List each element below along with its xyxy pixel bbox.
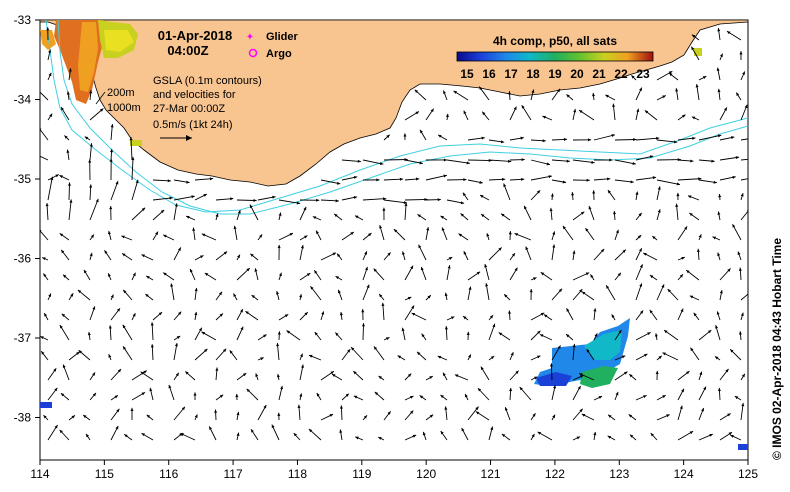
colorbar-tick-label: 23	[636, 67, 650, 81]
depth-label-200m: 200m	[107, 87, 135, 99]
colorbar-tick-label: 18	[526, 67, 540, 81]
info-line-4: 0.5m/s (1kt 24h)	[153, 119, 232, 131]
y-tick-label: -38	[14, 411, 32, 425]
x-tick-label: 120	[416, 467, 436, 481]
colorbar-title: 4h comp, p50, all sats	[493, 34, 617, 48]
info-line-3: 27-Mar 00:00Z	[153, 103, 225, 115]
info-line-1: GSLA (0.1m contours)	[153, 75, 262, 87]
x-tick-label: 124	[674, 467, 694, 481]
x-tick-label: 118	[288, 467, 307, 481]
map-date: 01-Apr-2018	[158, 28, 232, 43]
colorbar-tick-label: 22	[614, 67, 628, 81]
x-tick-label: 122	[545, 467, 565, 481]
velocity-arrows	[40, 27, 748, 441]
sst-patch-northwest	[40, 20, 702, 146]
colorbar-tick-label: 15	[460, 67, 474, 81]
colorbar-tick-label: 19	[548, 67, 562, 81]
colorbar-tick-label: 21	[592, 67, 606, 81]
y-axis: -33 -34 -35 -36 -37 -38	[14, 13, 40, 425]
contour-200m	[45, 20, 748, 213]
scale-arrow-icon	[160, 135, 192, 141]
x-tick-label: 125	[738, 467, 758, 481]
glider-label: Glider	[266, 31, 299, 43]
y-tick-label: -33	[14, 13, 32, 27]
x-tick-label: 116	[159, 467, 178, 481]
colorbar-tick-labels: 15 16 17 18 19 20 21 22 23	[460, 67, 650, 81]
side-credit: © IMOS 02-Apr-2018 04:43 Hobart Time	[770, 238, 784, 460]
x-tick-label: 115	[95, 467, 114, 481]
colorbar-ramp	[456, 51, 654, 62]
land-southwest-australia	[40, 20, 748, 187]
depth-leader-line	[95, 91, 106, 105]
contour-1000m	[57, 20, 748, 215]
platform-legend: ✦ Glider Argo	[246, 31, 299, 60]
x-tick-label: 119	[352, 467, 371, 481]
colorbar: 4h comp, p50, all sats 15 16 17 18 19 20 21 22 2…	[456, 34, 654, 81]
info-text: GSLA (0.1m contours) and velocities for …	[153, 75, 262, 141]
argo-label: Argo	[266, 48, 292, 60]
colorbar-tick-label: 16	[482, 67, 496, 81]
depth-label-1000m: 1000m	[107, 102, 141, 114]
x-tick-label: 123	[609, 467, 629, 481]
x-tick-label: 121	[481, 467, 501, 481]
y-tick-label: -37	[14, 331, 32, 345]
x-tick-label: 114	[30, 467, 49, 481]
y-tick-label: -34	[14, 93, 32, 107]
argo-marker-icon	[248, 48, 258, 58]
colorbar-tick-label: 17	[504, 67, 518, 81]
x-tick-label: 117	[224, 467, 243, 481]
glider-marker-icon: ✦	[246, 32, 254, 43]
y-tick-label: -36	[14, 252, 32, 266]
y-tick-label: -35	[14, 172, 32, 186]
info-line-2: and velocities for	[153, 89, 236, 101]
map-time: 04:00Z	[167, 43, 208, 58]
x-axis: 114 115 116 117 118 119 120 121 122 123 124 125	[30, 460, 758, 481]
colorbar-tick-label: 20	[570, 67, 584, 81]
sst-patch-southeast	[40, 318, 748, 450]
